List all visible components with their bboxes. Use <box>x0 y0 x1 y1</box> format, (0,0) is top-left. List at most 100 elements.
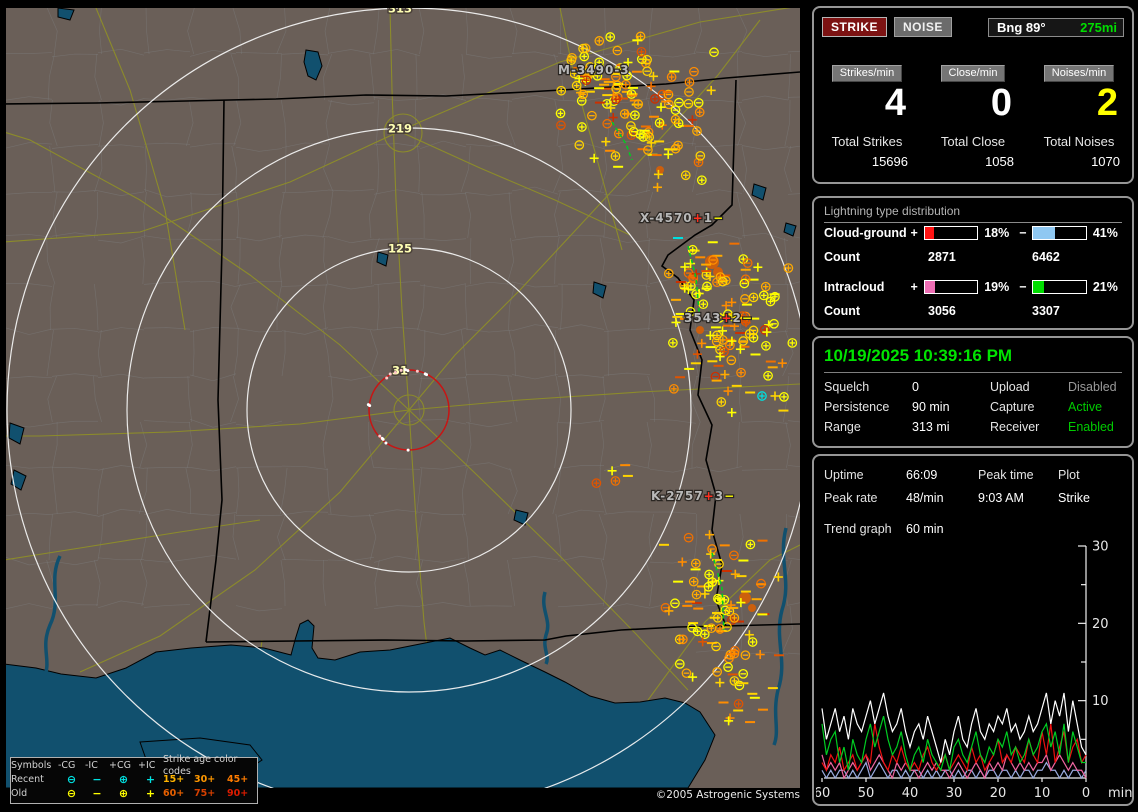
upload-label: Upload <box>990 380 1030 394</box>
squelch-label: Squelch <box>824 380 870 394</box>
bearing-range-value: 275mi <box>1080 19 1117 35</box>
svg-text:313: 313 <box>388 8 412 16</box>
trend-graph-value: 60 min <box>906 522 944 536</box>
storm-track-vectors <box>611 121 725 631</box>
trend-graph-row: Trend graph 60 min <box>824 522 1126 536</box>
cg-minus-old-icon: ⊖ <box>66 787 77 800</box>
cg-minus-percent: 41% <box>1092 226 1118 240</box>
uptime-value: 66:09 <box>906 468 938 482</box>
age-60: 60+ <box>163 788 185 799</box>
cg-plus-old-icon: ⊕ <box>118 787 129 800</box>
map-legend: Symbols -CG -IC +CG +IC Strike age color… <box>10 754 258 804</box>
noises-per-min-value: 2 <box>1096 82 1118 124</box>
lightning-distribution-box: Lightning type distribution Cloud-ground… <box>812 196 1134 330</box>
total-strikes-label: Total Strikes <box>831 134 903 149</box>
strikes-per-min-value: 4 <box>884 82 906 124</box>
cloud-ground-label: Cloud-ground <box>824 226 907 240</box>
age-30: 30+ <box>194 774 216 785</box>
bearing-value: Bng 89° <box>997 19 1046 35</box>
county-borders <box>6 8 800 656</box>
persistence-value: 90 min <box>912 400 950 414</box>
copyright: ©2005 Astrogenic Systems <box>655 789 800 801</box>
persistence-label: Persistence <box>824 400 890 414</box>
status-row-persistence: Persistence 90 min Capture Active <box>824 400 1126 414</box>
minus-sign: − <box>1019 226 1027 240</box>
storm-cell-labels: M-3490-3 X-4570+1− 3543+2− K-2757+3− <box>557 62 753 504</box>
counters-box: STRIKE NOISE Bng 89° 275mi Strikes/min C… <box>812 6 1134 184</box>
ic-minus-old-icon: − <box>92 787 102 800</box>
svg-text:M-3490-3: M-3490-3 <box>558 63 630 77</box>
totals-row: Total Strikes 15696 Total Close 1058 Tot… <box>814 134 1132 169</box>
range-label: Range <box>824 420 861 434</box>
peak-time-value: 9:03 AM <box>978 491 1024 505</box>
minus-sign: − <box>1019 280 1027 294</box>
total-close-value: 1058 <box>985 154 1014 169</box>
age-90: 90+ <box>227 788 249 799</box>
ic-plus-recent-icon: + <box>145 773 156 786</box>
strike-mode-button[interactable]: STRIKE <box>822 17 888 37</box>
status-box: 10/19/2025 10:39:16 PM Squelch 0 Upload … <box>812 336 1134 448</box>
noise-mode-button[interactable]: NOISE <box>894 17 952 37</box>
svg-text:10: 10 <box>1034 786 1051 801</box>
count-label: Count <box>824 250 861 264</box>
cg-plus-percent: 18% <box>984 226 1010 240</box>
svg-text:20: 20 <box>1092 617 1109 632</box>
legend-col-cg-minus: -CG <box>58 760 76 771</box>
age-75: 75+ <box>194 788 216 799</box>
svg-text:K-2757+3−: K-2757+3− <box>651 489 735 503</box>
svg-text:20: 20 <box>990 786 1007 801</box>
plus-sign: + <box>910 226 918 240</box>
strikes-per-min-label: Strikes/min <box>831 65 903 82</box>
trend-graph: 60 50 40 30 20 10 0 min 10 20 30 <box>816 540 1132 801</box>
uptime-label: Uptime <box>824 468 864 482</box>
ic-minus-bar <box>1032 280 1087 294</box>
legend-col-cg-plus: +CG <box>109 760 131 771</box>
legend-symbols-header: Symbols <box>11 760 52 771</box>
lightning-map[interactable]: 31 125 219 313 M-3490-3 X-4570+1− 3543+2− K-27… <box>6 8 800 788</box>
peak-rate-value: 48/min <box>906 491 944 505</box>
cg-plus-bar <box>923 226 979 240</box>
ic-minus-percent: 21% <box>1092 280 1118 294</box>
distribution-title: Lightning type distribution <box>824 204 1122 223</box>
state-borders <box>6 71 800 643</box>
datetime: 10/19/2025 10:39:16 PM <box>824 346 1122 373</box>
intracloud-label: Intracloud <box>824 280 885 294</box>
legend-col-ic-minus: -IC <box>85 760 98 771</box>
total-noises: Total Noises 1070 <box>1026 134 1132 169</box>
svg-text:3543+2−: 3543+2− <box>684 311 753 325</box>
svg-text:219: 219 <box>388 122 412 136</box>
ic-plus-bar <box>923 280 979 294</box>
svg-text:40: 40 <box>902 786 919 801</box>
age-45: 45+ <box>227 774 249 785</box>
intracloud-counts: Count 3056 3307 <box>824 304 1126 318</box>
receiver-label: Receiver <box>990 420 1040 434</box>
close-per-min-label: Close/min <box>940 65 1006 82</box>
plot-label: Plot <box>1058 468 1080 482</box>
upload-value: Disabled <box>1068 380 1117 394</box>
intracloud-row: Intracloud + 19% − 21% <box>824 280 1126 294</box>
range-value: 313 mi <box>912 420 950 434</box>
age-15: 15+ <box>163 774 185 785</box>
status-row-range: Range 313 mi Receiver Enabled <box>824 420 1126 434</box>
ic-plus-count: 3056 <box>928 304 956 318</box>
noise-dots <box>366 368 429 452</box>
noises-per-min-label: Noises/min <box>1043 65 1115 82</box>
total-close: Total Close 1058 <box>920 134 1026 169</box>
strike-symbols <box>555 31 798 726</box>
cg-minus-recent-icon: ⊖ <box>66 773 77 786</box>
total-noises-value: 1070 <box>1091 154 1120 169</box>
plot-value: Strike <box>1058 491 1090 505</box>
trend-graph-label: Trend graph <box>824 522 892 536</box>
total-noises-label: Total Noises <box>1043 134 1115 149</box>
receiver-value: Enabled <box>1068 420 1114 434</box>
close-per-min-value: 0 <box>990 82 1012 124</box>
plus-sign: + <box>910 280 918 294</box>
svg-text:0: 0 <box>1082 786 1090 801</box>
stats-row-uptime: Uptime 66:09 Peak time Plot <box>824 468 1126 482</box>
rate-values-row: 4 0 2 <box>814 82 1132 124</box>
cg-plus-count: 2871 <box>928 250 956 264</box>
svg-text:60: 60 <box>816 786 830 801</box>
stats-trend-box: Uptime 66:09 Peak time Plot Peak rate 48… <box>812 454 1134 806</box>
count-label: Count <box>824 304 861 318</box>
